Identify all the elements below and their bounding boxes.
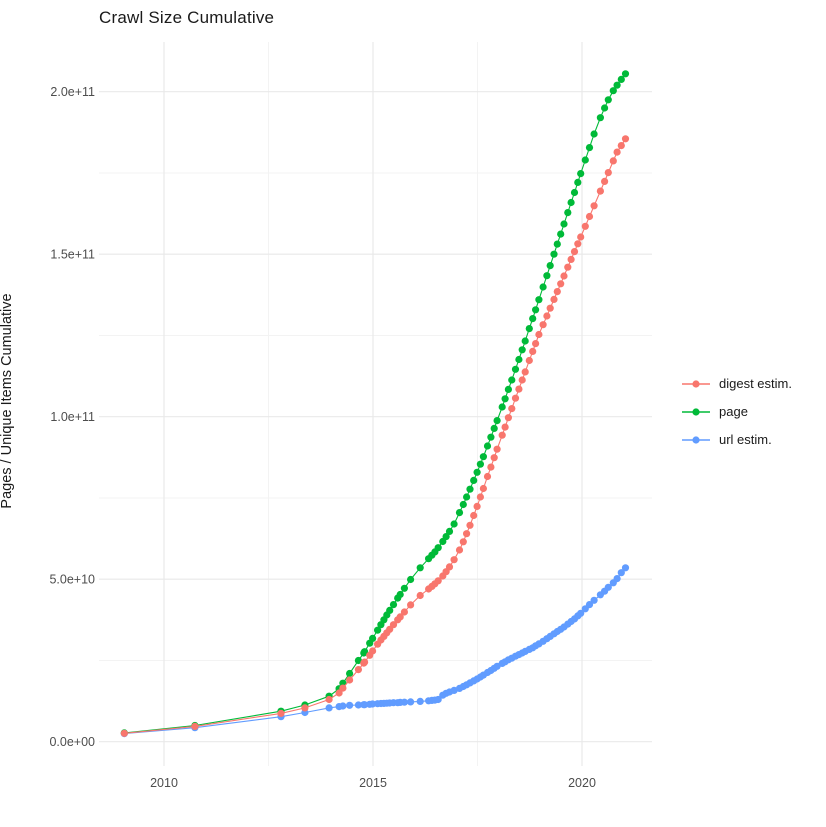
legend-label-digest: digest estim.: [719, 376, 792, 391]
series-digest-estim: [120, 135, 630, 737]
svg-text:0.0e+00: 0.0e+00: [49, 735, 95, 749]
legend-key-url-icon: [682, 435, 710, 444]
chart-title: Crawl Size Cumulative: [99, 8, 275, 27]
legend: digest estim. page url estim.: [681, 376, 792, 447]
data-series-layer: [120, 70, 630, 738]
grid-major-lines: [99, 42, 652, 766]
svg-text:2.0e+11: 2.0e+11: [50, 85, 95, 99]
series-url-estim: [120, 564, 630, 738]
grid-minor-lines: [99, 42, 652, 766]
legend-item-url-estim: url estim.: [681, 432, 792, 447]
x-axis-tick-labels: 2010 2015 2020: [150, 776, 596, 790]
legend-label-url: url estim.: [719, 432, 772, 447]
svg-text:2015: 2015: [359, 776, 387, 790]
svg-text:2010: 2010: [150, 776, 178, 790]
y-axis-tick-labels: 0.0e+00 5.0e+10 1.0e+11 1.5e+11 2.0e+11: [49, 85, 95, 749]
legend-label-page: page: [719, 404, 748, 419]
svg-text:1.0e+11: 1.0e+11: [50, 410, 95, 424]
svg-text:5.0e+10: 5.0e+10: [49, 573, 95, 587]
legend-item-page: page: [681, 404, 792, 419]
svg-text:2020: 2020: [568, 776, 596, 790]
legend-item-digest-estim: digest estim.: [681, 376, 792, 391]
legend-key-digest-icon: [682, 379, 710, 388]
legend-key-page-icon: [682, 407, 710, 416]
svg-text:1.5e+11: 1.5e+11: [50, 248, 95, 262]
